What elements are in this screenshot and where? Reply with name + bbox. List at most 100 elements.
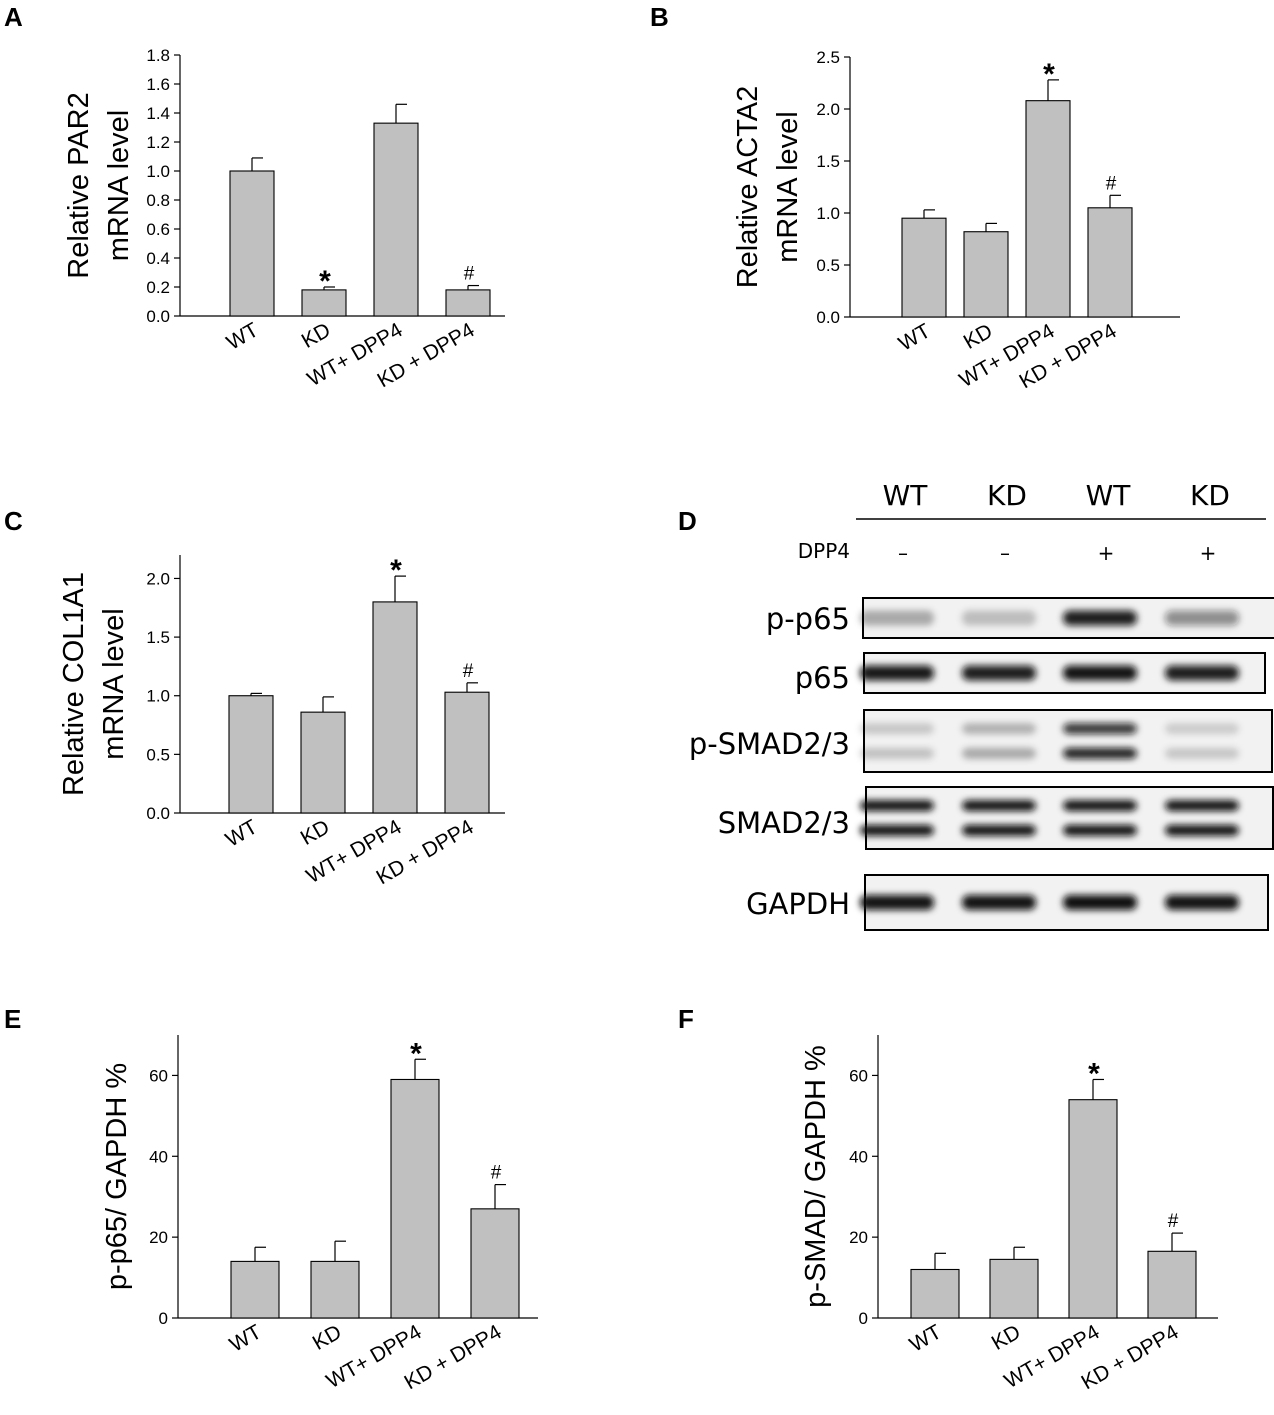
panel-a-bar [373, 122, 419, 317]
blot-band [1063, 800, 1137, 812]
blot-band [1165, 824, 1239, 836]
panel-e-bar [310, 1260, 360, 1319]
blot-band [860, 723, 934, 735]
panel-c-y-tick-label: 0.5 [146, 745, 170, 764]
blot-row-label: SMAD2/3 [718, 806, 850, 840]
panel-a-bar [229, 170, 275, 317]
panel-f-bar [1068, 1099, 1118, 1319]
blot-band [1165, 610, 1239, 626]
blot-band [962, 824, 1036, 836]
blot-membrane [863, 709, 1273, 773]
panel-b-chart: B 0.0 0.5 1.0 1.5 2.0 2.5 Relative ACTA2 mRNA le… [650, 2, 1180, 393]
blot-band [1165, 747, 1239, 759]
blot-treatment-label: DPP4 [798, 539, 850, 563]
panel-a-category-label: KD [298, 318, 335, 353]
panel-b-bar [963, 231, 1009, 318]
panel-a-y-tick-label: 0.4 [146, 249, 170, 268]
panel-b-bar [901, 217, 947, 318]
panel-e-y-tick-label: 0 [159, 1309, 168, 1328]
panel-b-significance-mark: * [1043, 58, 1055, 91]
panel-e-bar [470, 1208, 520, 1319]
panel-a-significance-mark: # [464, 264, 475, 285]
panel-f-significance-mark: # [1168, 1211, 1179, 1232]
blot-treatment-sign: – [898, 541, 908, 565]
panel-e-category-label: KD [309, 1320, 346, 1355]
blot-band [962, 610, 1036, 626]
panel-c-y-tick-label: 0.0 [146, 804, 170, 823]
panel-a-bar [445, 289, 491, 317]
blot-row-label: p-p65 [766, 602, 850, 636]
panel-e-y-tick-label: 40 [149, 1147, 168, 1166]
blot-band [860, 895, 934, 910]
panel-b-y-tick-label: 1.0 [816, 204, 840, 223]
panel-e-category-label: WT [226, 1320, 266, 1356]
panel-b-y-tick-label: 0.0 [816, 308, 840, 327]
panel-a-y-tick-label: 1.6 [146, 75, 170, 94]
blot-band [860, 747, 934, 759]
panel-a-chart: A 0.0 0.2 0.4 0.6 0.8 1.0 1.2 1.4 1.6 1.8 Relative … [4, 2, 505, 392]
panel-b-bar [1087, 207, 1133, 318]
blot-band [860, 824, 934, 836]
panel-e-bar [230, 1260, 280, 1319]
blot-band [1165, 895, 1239, 910]
panel-a-y-tick-label: 1.2 [146, 133, 170, 152]
panel-a-y-tick-label: 0.2 [146, 278, 170, 297]
panel-f-bar [989, 1258, 1039, 1319]
panel-a-y-tick-label: 0.0 [146, 307, 170, 326]
panel-c-chart: C 0.0 0.5 1.0 1.5 2.0 Relative COL1A1 mRNA leve… [4, 506, 505, 889]
panel-b-y-tick-label: 2.5 [816, 48, 840, 67]
panel-a-y-axis-title: Relative PAR2 [63, 92, 95, 278]
panel-a-significance-mark: * [319, 265, 331, 298]
panel-a-y-tick-label: 1.0 [146, 162, 170, 181]
panel-b-category-label: WT [895, 319, 935, 355]
blot-band [1063, 665, 1137, 681]
panel-f-bar [1147, 1250, 1197, 1319]
blot-lane-group-label: WT [883, 479, 929, 512]
panel-e-bar [390, 1078, 440, 1319]
blot-band [1063, 610, 1137, 626]
blot-band [860, 665, 934, 681]
panel-e-y-tick-label: 60 [149, 1066, 168, 1085]
panel-b-category-label: KD [960, 319, 997, 354]
blot-band [1165, 800, 1239, 812]
panel-f-y-tick-label: 0 [859, 1309, 868, 1328]
panel-c-y-axis-title: Relative COL1A1 [58, 572, 90, 796]
panel-f-bar [910, 1268, 960, 1319]
panel-f-category-label: KD [988, 1320, 1025, 1355]
panel-d-letter: D [678, 506, 697, 536]
panel-a-letter: A [4, 2, 23, 32]
panel-e-significance-mark: # [491, 1163, 502, 1184]
blot-band [1165, 723, 1239, 735]
panel-b-y-axis-title: mRNA level [772, 111, 804, 263]
panel-c-bar [372, 601, 418, 814]
panel-c-y-tick-label: 1.0 [146, 687, 170, 706]
panel-a-category-label: WT [223, 318, 263, 354]
blot-band [1063, 824, 1137, 836]
panel-b-y-axis-title: Relative ACTA2 [732, 86, 764, 289]
panel-e-significance-mark: * [410, 1037, 422, 1070]
panel-e-letter: E [4, 1004, 21, 1034]
panel-c-significance-mark: * [390, 554, 402, 587]
panel-c-y-tick-label: 1.5 [146, 628, 170, 647]
blot-band [962, 747, 1036, 759]
blot-treatment-sign: + [1200, 541, 1217, 565]
panel-c-category-label: KD [297, 815, 334, 850]
blot-treatment-sign: + [1098, 541, 1115, 565]
panel-a-y-tick-label: 0.6 [146, 220, 170, 239]
panel-a-bar [301, 289, 347, 317]
panel-a-y-tick-label: 1.8 [146, 46, 170, 65]
panel-b-significance-mark: # [1106, 173, 1117, 194]
blot-lane-group-label: KD [1190, 479, 1230, 512]
panel-b-y-tick-label: 1.5 [816, 152, 840, 171]
panel-c-y-tick-label: 2.0 [146, 569, 170, 588]
panel-c-significance-mark: # [463, 661, 474, 682]
blot-treatment-sign: – [1000, 541, 1010, 565]
blot-membrane [865, 786, 1274, 850]
blot-band [1063, 723, 1137, 735]
panel-a-y-tick-label: 1.4 [146, 104, 170, 123]
panel-a-y-axis-title: mRNA level [103, 110, 135, 262]
panel-f-letter: F [678, 1004, 694, 1034]
